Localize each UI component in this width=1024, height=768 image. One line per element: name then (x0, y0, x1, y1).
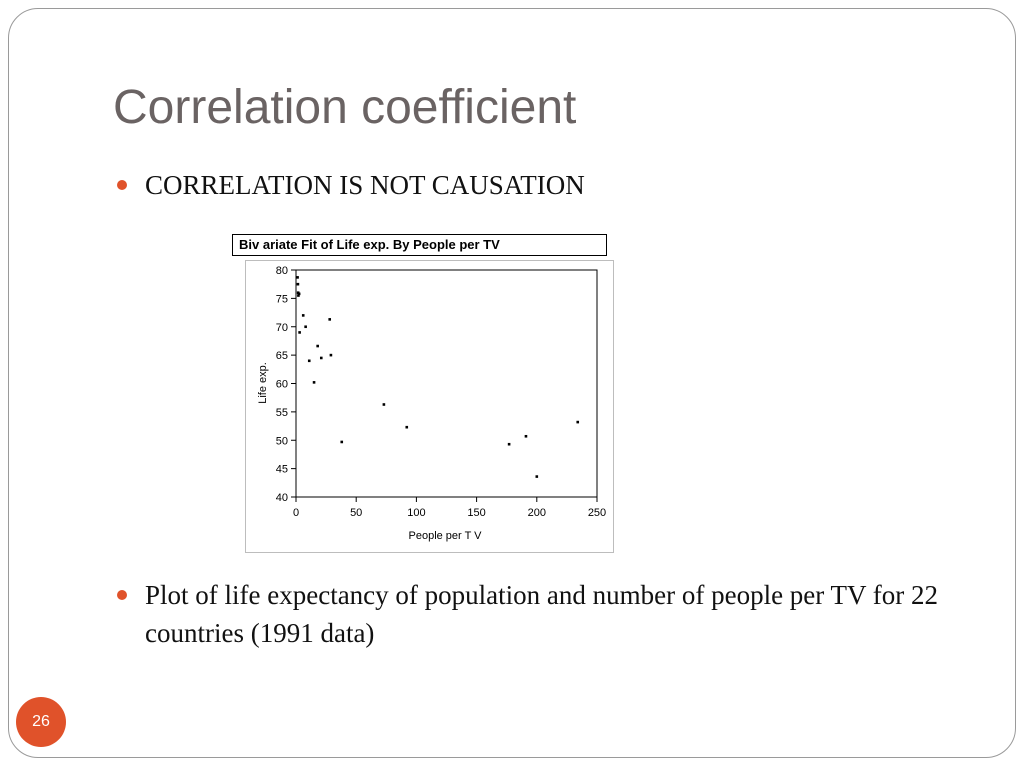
y-tick-label: 45 (276, 464, 288, 476)
data-point (296, 282, 300, 286)
y-tick-label: 55 (276, 407, 288, 419)
data-point (316, 344, 319, 348)
x-axis: 0 50 100 150 200 250 (293, 497, 606, 519)
bullet-dot-icon (117, 180, 127, 190)
x-tick-label: 0 (293, 507, 299, 519)
y-tick-label: 40 (276, 492, 288, 504)
x-tick-label: 50 (350, 507, 362, 519)
scatter-chart-panel: 40 45 50 55 60 65 70 75 80 0 50 100 150 200 250 Peopl… (245, 260, 614, 553)
bullet-text: Plot of life expectancy of population an… (145, 580, 939, 648)
bullet-text: CORRELATION IS NOT CAUSATION (145, 170, 585, 200)
scatter-chart: 40 45 50 55 60 65 70 75 80 0 50 100 150 200 250 Peopl… (257, 265, 606, 542)
data-point (301, 314, 305, 317)
chart-title: Biv ariate Fit of Life exp. By People pe… (232, 234, 607, 256)
data-point (405, 425, 409, 429)
y-tick-label: 75 (276, 293, 288, 305)
y-tick-label: 50 (276, 435, 288, 447)
data-point (329, 353, 333, 357)
data-point (297, 294, 300, 297)
x-tick-label: 200 (528, 507, 546, 519)
data-point (507, 442, 511, 446)
data-point (319, 356, 323, 360)
data-point (298, 331, 301, 334)
data-point (307, 359, 311, 363)
x-tick-label: 150 (467, 507, 485, 519)
x-tick-label: 100 (407, 507, 425, 519)
slide-title: Correlation coefficient (113, 81, 577, 134)
page-number-badge: 26 (16, 697, 66, 747)
data-point (304, 325, 307, 329)
data-point (328, 318, 332, 321)
data-point (340, 440, 344, 444)
slide-frame (8, 8, 1016, 758)
bullet-dot-icon (117, 590, 127, 600)
plot-area (295, 269, 598, 498)
y-axis-label: Life exp. (257, 362, 269, 404)
data-point (535, 475, 539, 478)
y-axis: 40 45 50 55 60 65 70 75 80 (276, 265, 296, 504)
data-point (524, 434, 528, 438)
data-point (576, 420, 580, 424)
x-axis-label: People per T V (409, 530, 483, 542)
y-tick-label: 60 (276, 379, 288, 391)
data-point (296, 276, 299, 279)
data-point (382, 403, 386, 406)
data-point (297, 292, 301, 296)
x-tick-label: 250 (588, 507, 606, 519)
data-points (296, 276, 580, 478)
data-point (312, 381, 316, 384)
y-tick-label: 70 (276, 322, 288, 334)
y-tick-label: 65 (276, 350, 288, 362)
y-tick-label: 80 (276, 265, 288, 277)
